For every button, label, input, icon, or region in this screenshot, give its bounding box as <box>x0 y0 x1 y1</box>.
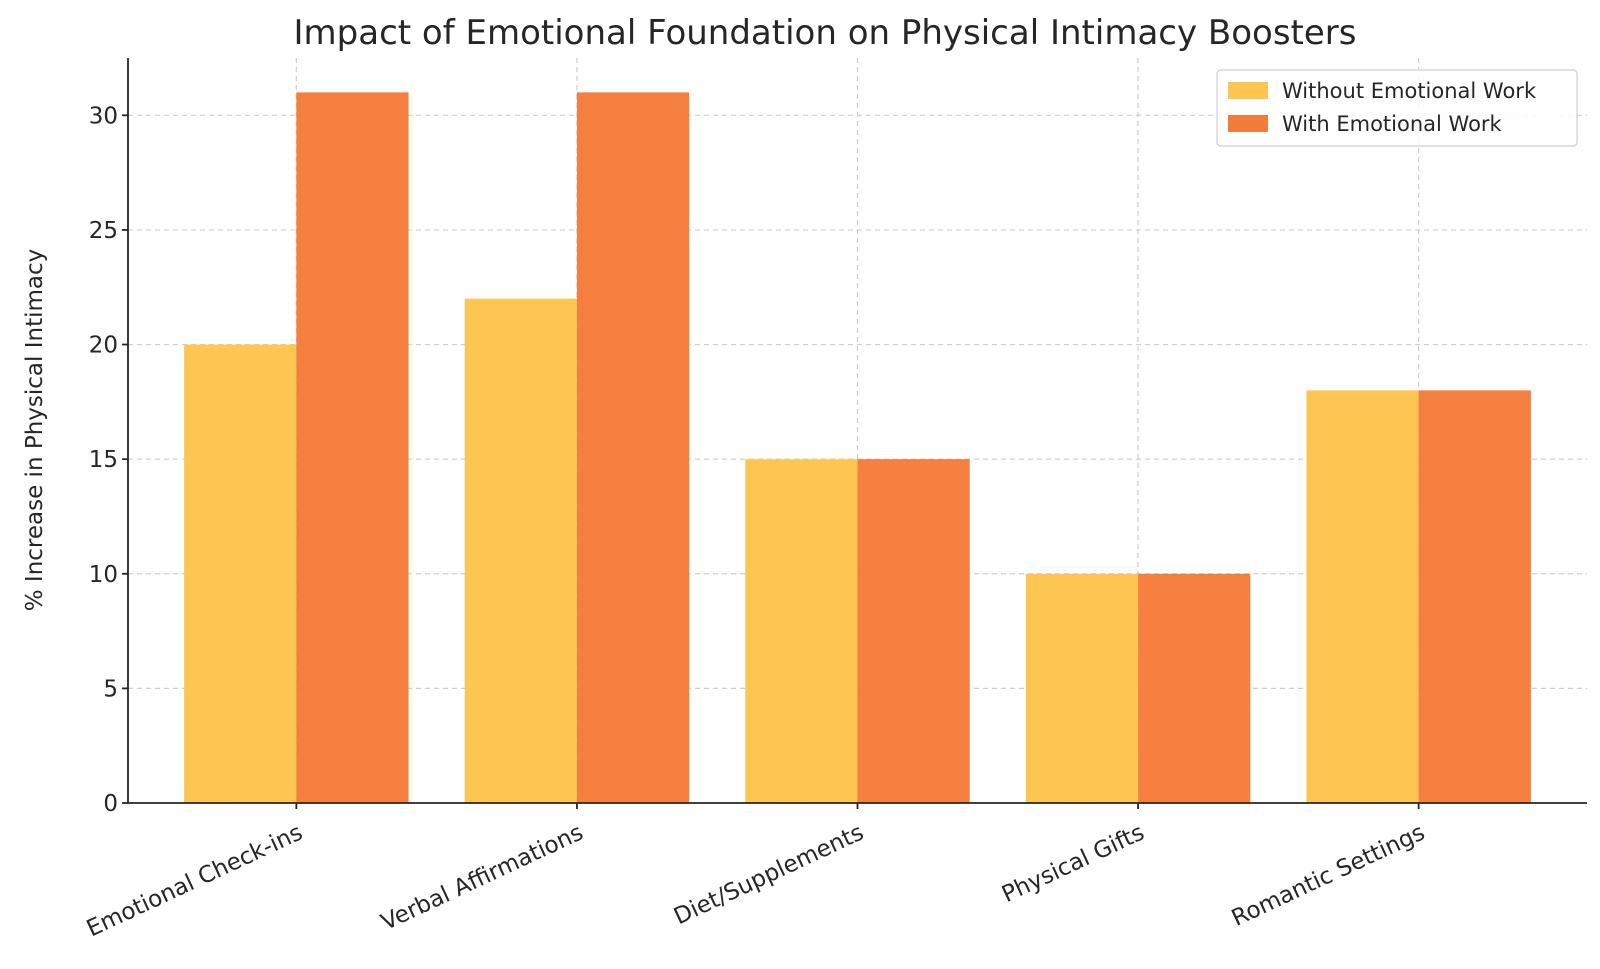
bar-with-2 <box>857 459 970 803</box>
bar-without-4 <box>1306 390 1419 803</box>
bar-with-3 <box>1138 573 1251 803</box>
x-tick-label: Diet/Supplements <box>670 820 868 931</box>
y-tick-label: 0 <box>103 791 118 817</box>
legend-swatch <box>1228 82 1268 99</box>
bar-without-1 <box>464 298 577 803</box>
legend: Without Emotional Work With Emotional Wor… <box>1216 69 1578 147</box>
x-tick-label: Verbal Affirmations <box>377 820 587 936</box>
bar-without-0 <box>184 344 297 803</box>
legend-box <box>1216 69 1578 147</box>
bar-without-2 <box>745 459 858 803</box>
y-axis-label: % Increase in Physical Intimacy <box>22 249 48 612</box>
bars <box>184 92 1531 803</box>
y-tick-label: 10 <box>89 562 118 588</box>
y-tick-label: 20 <box>89 333 118 359</box>
y-tick-label: 5 <box>103 676 118 702</box>
bar-without-3 <box>1025 573 1139 803</box>
x-tick-label: Physical Gifts <box>998 820 1148 909</box>
y-tick-label: 15 <box>89 447 118 473</box>
chart-title: Impact of Emotional Foundation on Physic… <box>294 13 1357 53</box>
y-tick-label: 30 <box>89 103 118 129</box>
legend-swatch <box>1228 115 1268 132</box>
x-tick-label: Romantic Settings <box>1228 820 1429 932</box>
axes <box>122 58 1587 809</box>
bar-with-4 <box>1418 390 1531 803</box>
x-tick-label: Emotional Check-ins <box>83 820 307 943</box>
legend-label: With Emotional Work <box>1282 112 1503 136</box>
bar-with-1 <box>576 92 690 803</box>
y-tick-label: 25 <box>89 218 118 244</box>
bar-with-0 <box>296 92 409 803</box>
legend-label: Without Emotional Work <box>1282 79 1537 103</box>
